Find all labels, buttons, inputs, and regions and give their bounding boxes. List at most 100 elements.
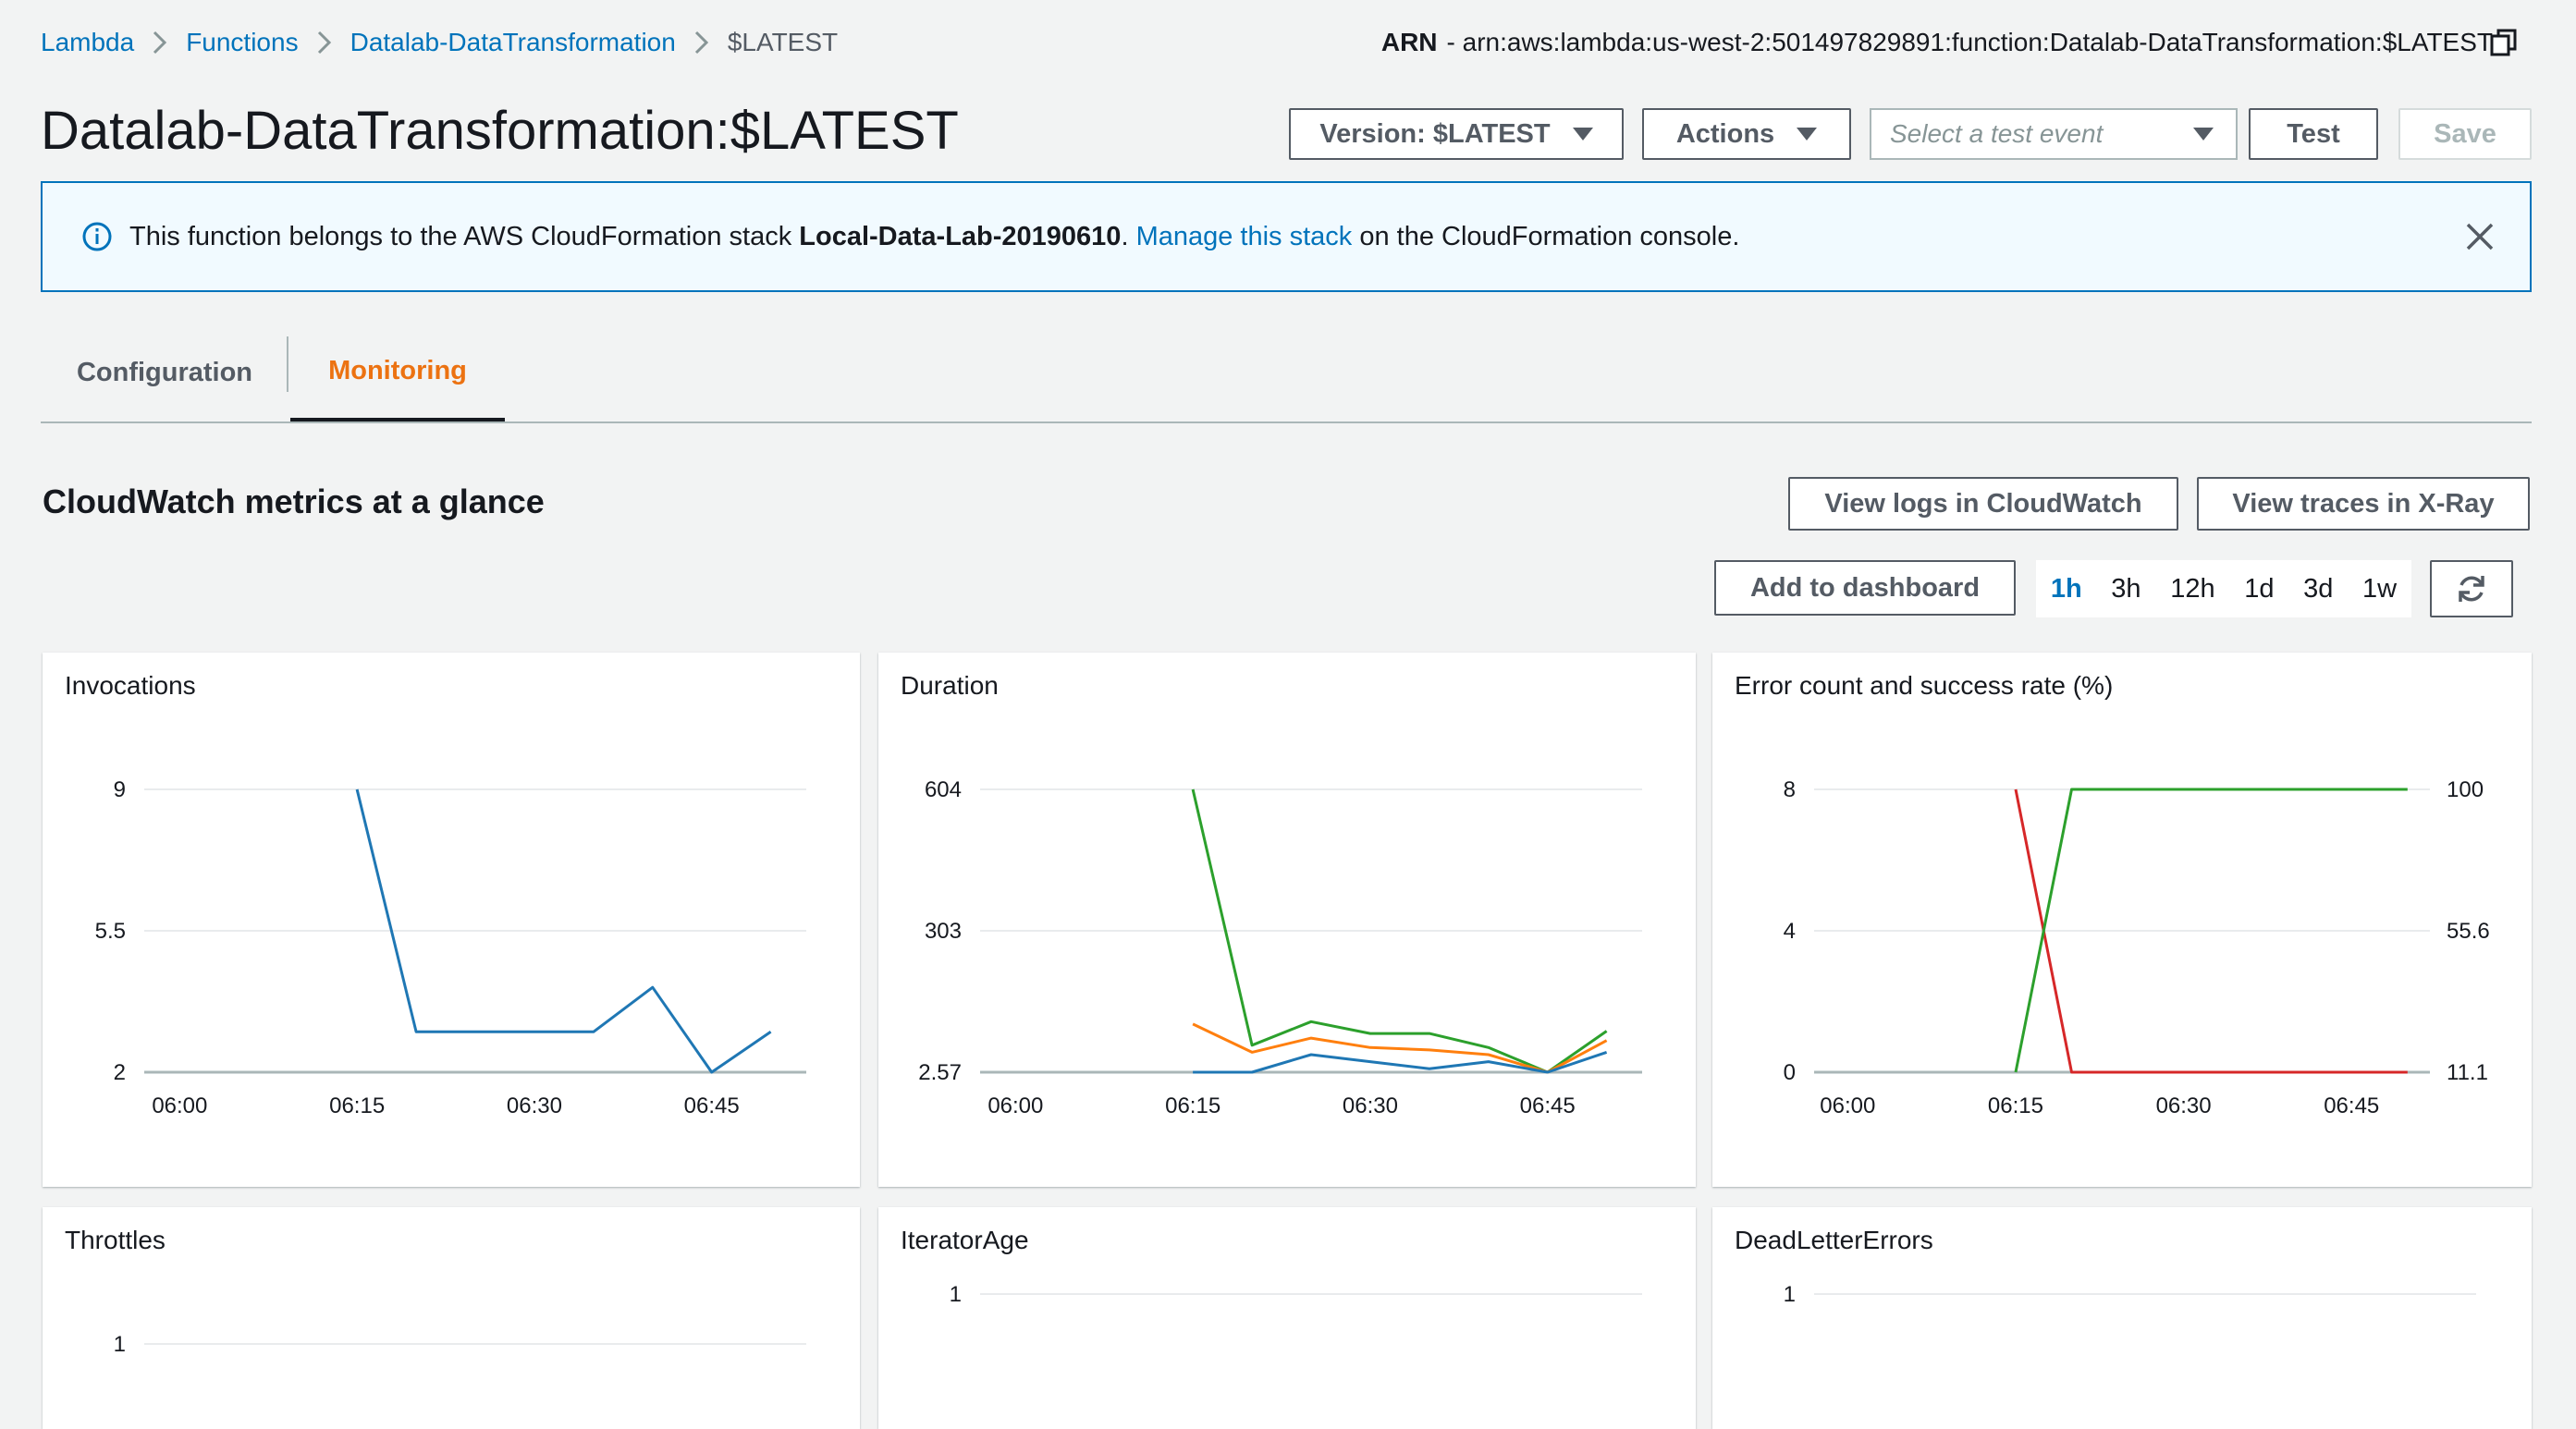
chart-dead-letter-errors-plot: 1: [1784, 1282, 2476, 1307]
breadcrumb-function[interactable]: Datalab-DataTransformation: [350, 28, 676, 56]
chevron-right-icon: [299, 30, 350, 55]
chart-title: Invocations: [65, 671, 196, 700]
arn-display: ARN - arn:aws:lambda:us-west-2:501497829…: [1381, 26, 2493, 59]
series-line-invocations: [355, 788, 772, 1074]
x-tick-label: 06:30: [507, 1093, 562, 1118]
chevron-right-icon: [676, 30, 728, 55]
tab-monitoring[interactable]: Monitoring: [290, 324, 505, 421]
arn-label: ARN: [1380, 28, 1438, 56]
x-tick-label: 06:45: [1520, 1093, 1576, 1118]
info-icon: [82, 222, 112, 251]
chart-throttles-plot: 1: [114, 1332, 806, 1357]
y2-tick-label: 55.6: [2447, 919, 2490, 944]
chart-error-success-plot: 8 4 0 100 55.6 11.1 06:00 06:15 06:30 06:45: [1784, 777, 2490, 1118]
tab-configuration[interactable]: Configuration: [76, 357, 253, 387]
chart-duration-plot: 604 303 2.57 06:00 06:15 06:30 06:45: [918, 777, 1642, 1118]
range-1h[interactable]: 1h: [2050, 573, 2082, 604]
add-to-dashboard-button[interactable]: Add to dashboard: [1714, 560, 2016, 616]
breadcrumb-functions[interactable]: Functions: [186, 28, 299, 56]
breadcrumb-current: $LATEST: [727, 28, 839, 56]
refresh-button[interactable]: [2430, 560, 2513, 617]
close-icon[interactable]: [2463, 220, 2496, 253]
x-tick-label: 06:30: [2156, 1093, 2212, 1118]
chart-title: Throttles: [65, 1226, 166, 1254]
chart-title: DeadLetterErrors: [1735, 1226, 1933, 1254]
y2-tick-label: 100: [2447, 777, 2484, 802]
y-tick-label: 8: [1784, 777, 1796, 802]
test-label: Test: [2287, 118, 2340, 149]
caret-down-icon: [1797, 128, 1818, 140]
y-tick-label: 2.57: [918, 1060, 962, 1085]
y-tick-label: 0: [1784, 1060, 1796, 1085]
tab-divider: [287, 336, 288, 392]
time-range-selector: 1h 3h 12h 1d 3d 1w: [2036, 560, 2411, 617]
x-tick-label: 06:00: [152, 1093, 207, 1118]
section-title: CloudWatch metrics at a glance: [43, 482, 545, 520]
chart-invocations-plot: 9 5.5 2 06:00 06:15 06:30 06:45: [95, 777, 806, 1118]
copy-icon[interactable]: [2489, 28, 2519, 57]
banner-text-before: This function belongs to the AWS CloudFo…: [129, 221, 800, 251]
range-3h[interactable]: 3h: [2111, 573, 2141, 604]
page-title: Datalab-DataTransformation:$LATEST: [41, 101, 959, 161]
chart-title: Error count and success rate (%): [1735, 671, 2114, 700]
range-3d[interactable]: 3d: [2303, 573, 2334, 604]
view-traces-button[interactable]: View traces in X-Ray: [2197, 477, 2530, 531]
chart-duration: Duration 604 303 2.57 06:00 06:15 06:30 06:45: [878, 653, 1696, 1187]
breadcrumb: Lambda Functions Datalab-DataTransformat…: [41, 26, 838, 59]
chart-invocations: Invocations 9 5.5 2 06:00 06:15 06:30 06:45: [43, 653, 860, 1187]
actions-dropdown[interactable]: Actions: [1642, 108, 1851, 160]
y-tick-label: 2: [114, 1060, 126, 1085]
tab-bar: Configuration Monitoring: [41, 324, 2532, 423]
y-tick-label: 9: [114, 777, 126, 802]
save-button[interactable]: Save: [2398, 108, 2532, 160]
y-tick-label: 303: [925, 919, 962, 944]
series-line-errors: [2014, 788, 2408, 1074]
version-dropdown[interactable]: Version: $LATEST: [1289, 108, 1624, 160]
test-button[interactable]: Test: [2249, 108, 2378, 160]
arn-value: - arn:aws:lambda:us-west-2:501497829891:…: [1446, 28, 2493, 56]
y-tick-label: 1: [950, 1282, 962, 1307]
y-tick-label: 1: [1784, 1282, 1796, 1307]
chart-error-success: Error count and success rate (%) 8 4 0 100 5…: [1712, 653, 2532, 1187]
x-tick-label: 06:00: [987, 1093, 1043, 1118]
x-tick-label: 06:15: [1165, 1093, 1221, 1118]
view-traces-label: View traces in X-Ray: [2232, 488, 2495, 519]
test-event-select[interactable]: Select a test event: [1870, 108, 2238, 160]
chart-title: Duration: [901, 671, 999, 700]
test-event-placeholder: Select a test event: [1890, 119, 2104, 148]
x-tick-label: 06:30: [1343, 1093, 1398, 1118]
banner-text-after: on the CloudFormation console.: [1352, 221, 1740, 251]
y-tick-label: 1: [114, 1332, 126, 1357]
caret-down-icon: [2193, 128, 2214, 140]
view-logs-label: View logs in CloudWatch: [1824, 488, 2142, 519]
chart-title: IteratorAge: [901, 1226, 1029, 1254]
x-tick-label: 06:45: [2324, 1093, 2379, 1118]
x-tick-label: 06:00: [1820, 1093, 1875, 1118]
y-tick-label: 4: [1784, 919, 1796, 944]
save-label: Save: [2434, 118, 2496, 149]
x-tick-label: 06:15: [329, 1093, 385, 1118]
chart-iterator-age: IteratorAge 1: [878, 1207, 1696, 1429]
range-12h[interactable]: 12h: [2170, 573, 2215, 604]
y2-tick-label: 11.1: [2447, 1060, 2488, 1085]
range-1d[interactable]: 1d: [2244, 573, 2275, 604]
manage-stack-link[interactable]: Manage this stack: [1135, 221, 1353, 251]
series-line-minimum: [1193, 1050, 1608, 1074]
banner-stack-name: Local-Data-Lab-20190610: [799, 221, 1122, 251]
chart-iterator-age-plot: 1: [950, 1282, 1642, 1307]
view-logs-button[interactable]: View logs in CloudWatch: [1788, 477, 2178, 531]
y-tick-label: 604: [925, 777, 962, 802]
caret-down-icon: [1572, 128, 1593, 140]
version-label: Version: $LATEST: [1319, 118, 1551, 149]
breadcrumb-lambda[interactable]: Lambda: [41, 28, 135, 56]
banner-text-mid: .: [1121, 221, 1136, 251]
range-1w[interactable]: 1w: [2362, 573, 2398, 604]
chart-dead-letter-errors: DeadLetterErrors 1: [1712, 1207, 2532, 1429]
y-tick-label: 5.5: [95, 919, 126, 944]
actions-label: Actions: [1675, 118, 1775, 149]
chart-throttles: Throttles 1: [43, 1207, 860, 1429]
add-dashboard-label: Add to dashboard: [1749, 572, 1981, 603]
x-tick-label: 06:45: [684, 1093, 740, 1118]
refresh-icon: [2459, 576, 2484, 602]
chevron-right-icon: [134, 30, 186, 55]
